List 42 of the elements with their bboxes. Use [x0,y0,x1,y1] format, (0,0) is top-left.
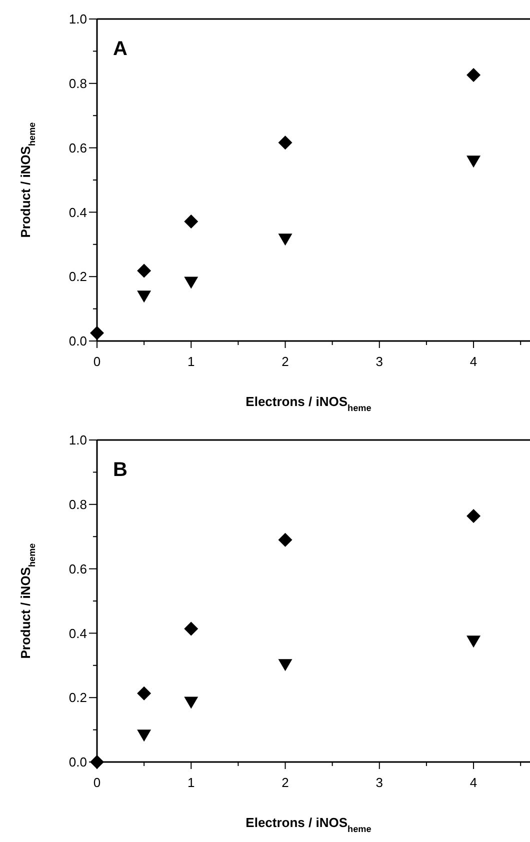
point [184,214,198,229]
point [466,68,481,82]
x-tick-label: 4 [470,775,478,790]
point [466,508,481,523]
point [466,636,481,648]
y-tick-label: 1.0 [68,432,87,448]
y-tick-label: 0.4 [68,204,87,220]
point [278,659,292,672]
point [137,730,152,742]
x-axis-title: Electrons / iNOS$_{heme}$ [246,815,372,834]
point [184,276,198,289]
point [137,290,152,303]
y-tick-label: 0.4 [68,626,87,641]
y-tick-label: 0.2 [68,269,87,284]
x-tick-label: 2 [282,354,289,369]
x-tick-label: 1 [188,775,195,790]
y-tick-label: 0.0 [68,754,87,770]
annotation: B [113,459,128,481]
y-tick-label: 0.0 [68,334,87,349]
point [184,622,198,636]
point [278,234,292,246]
x-tick-label: 1 [188,354,195,369]
point [184,696,198,709]
point [137,686,152,700]
x-tick-label: 0 [93,775,101,790]
x-tick-label: 3 [376,354,384,369]
y-tick-label: 0.6 [68,140,87,156]
point [278,136,292,150]
y-tick-label: 0.8 [68,496,87,512]
point [137,264,152,278]
x-tick-label: 3 [376,775,384,790]
x-tick-label: 4 [470,354,478,369]
x-axis-title: Electrons / iNOS$_{heme}$ [246,394,372,413]
y-tick-label: 0.6 [68,561,87,576]
y-tick-label: 1.0 [68,12,87,27]
x-tick-label: 2 [282,775,289,790]
point [466,156,481,168]
x-tick-label: 0 [93,354,101,369]
annotation: A [113,38,128,60]
y-tick-label: 0.8 [68,76,87,91]
y-tick-label: 0.2 [68,690,87,706]
point [278,532,292,547]
